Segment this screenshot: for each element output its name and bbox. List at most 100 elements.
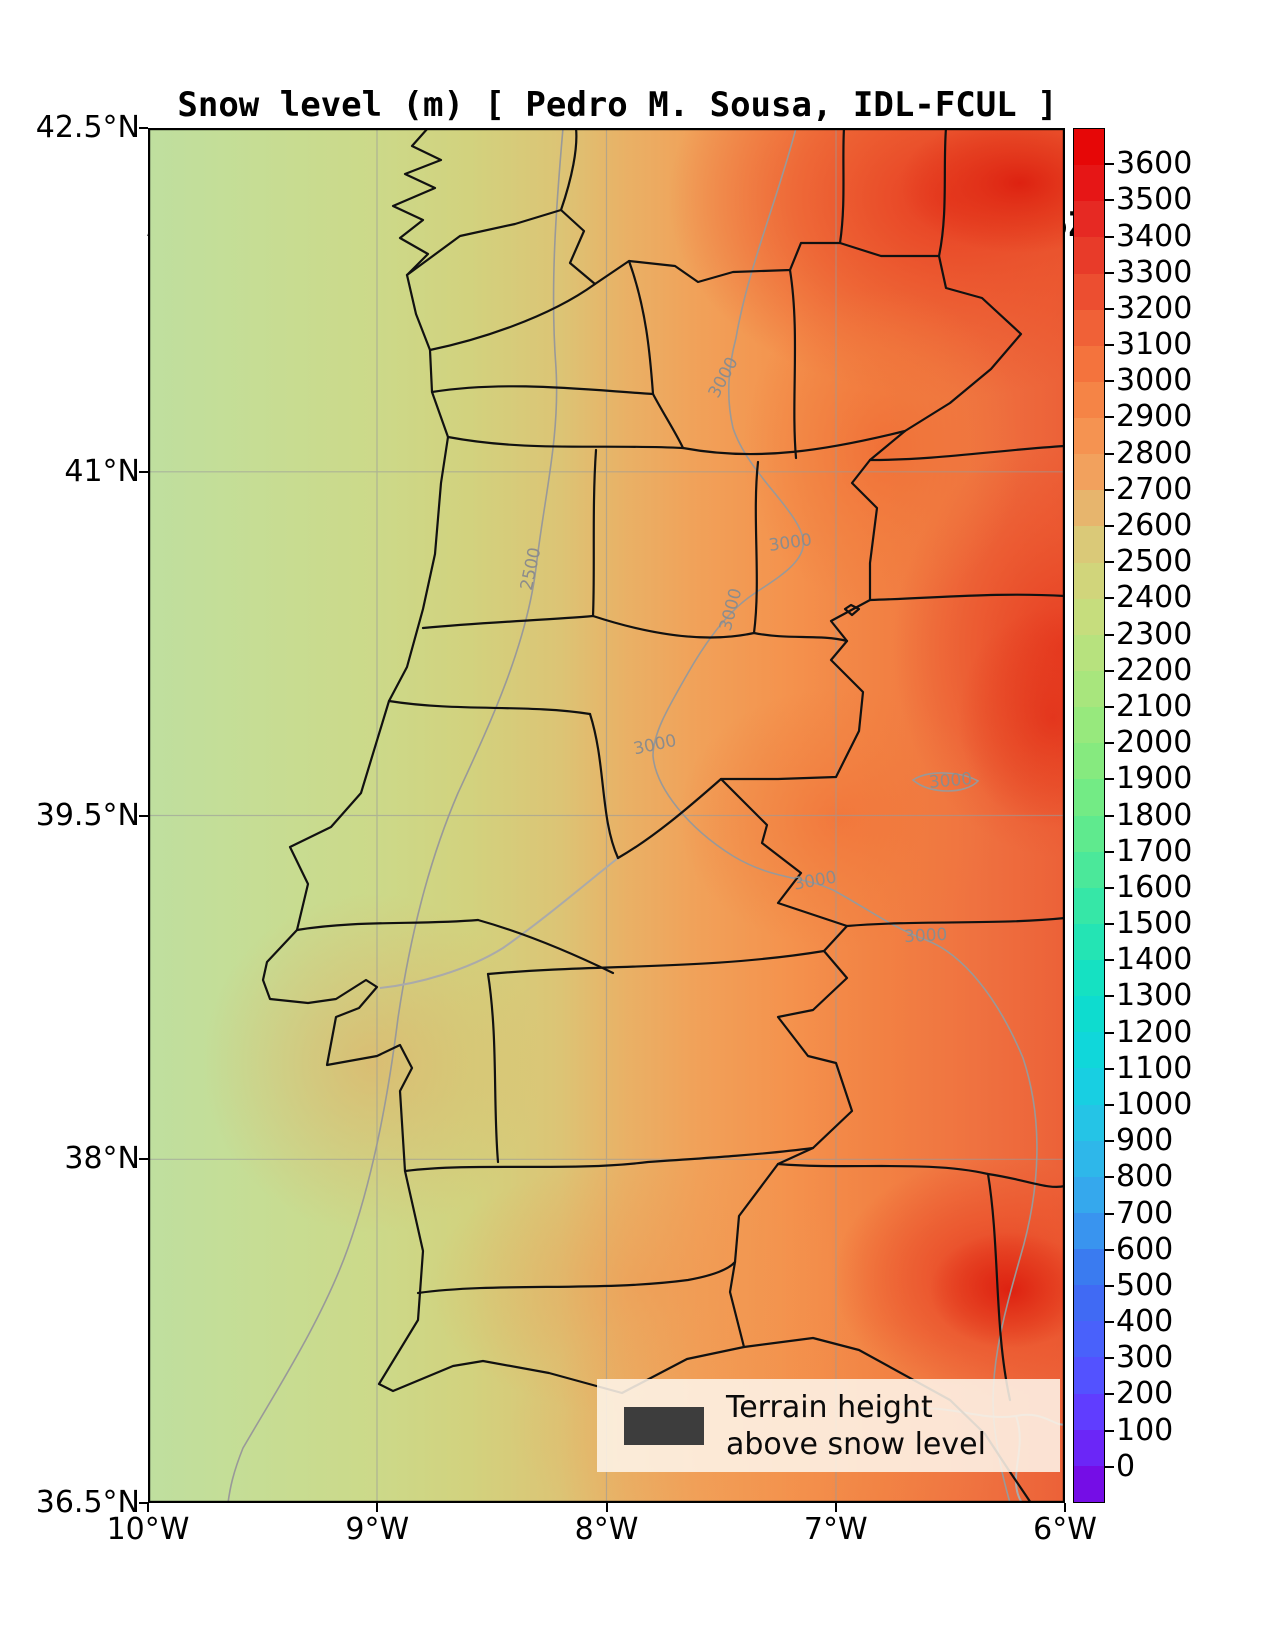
colorbar-tick (1105, 597, 1114, 600)
contour-lines (227, 128, 1038, 1503)
colorbar-cell (1074, 1429, 1104, 1466)
colorbar-label: 3600 (1116, 146, 1193, 182)
admin-boundaries (261, 128, 1065, 1503)
colorbar-tick (1105, 1429, 1114, 1432)
contour-label: 3000 (904, 925, 948, 947)
colorbar-label: 2000 (1116, 725, 1193, 761)
colorbar-tick (1105, 1103, 1114, 1106)
y-tick-label: 41°N (64, 453, 140, 489)
colorbar-label: 3500 (1116, 182, 1193, 218)
colorbar-tick (1105, 1067, 1114, 1070)
y-tick-label: 39.5°N (35, 797, 140, 833)
x-tick-label: 9°W (345, 1512, 410, 1547)
colorbar-cell (1074, 960, 1104, 997)
colorbar-tick (1105, 886, 1114, 889)
map-frame (148, 128, 1065, 1503)
colorbar-cell (1074, 634, 1104, 671)
colorbar-tick (1105, 669, 1114, 672)
y-tick-label: 36.5°N (35, 1485, 140, 1520)
colorbar-label: 800 (1116, 1159, 1174, 1195)
colorbar-cell (1074, 1140, 1104, 1177)
colorbar-label: 2400 (1116, 580, 1193, 616)
colorbar-tick (1105, 488, 1114, 491)
colorbar-cell (1074, 526, 1104, 563)
x-tick-label: 6°W (1033, 1512, 1097, 1547)
colorbar-tick (1105, 1357, 1114, 1360)
colorbar-cell (1074, 418, 1104, 455)
colorbar-cell (1074, 851, 1104, 888)
colorbar-cell (1074, 1176, 1104, 1213)
colorbar-label: 3400 (1116, 218, 1193, 254)
colorbar-cell (1074, 779, 1104, 816)
colorbar-tick (1105, 561, 1114, 564)
colorbar-tick (1105, 959, 1114, 962)
colorbar (1073, 128, 1105, 1503)
colorbar-tick (1105, 1248, 1114, 1251)
colorbar-cell (1074, 165, 1104, 202)
colorbar-cell (1074, 381, 1104, 419)
x-tick (376, 1503, 379, 1512)
colorbar-tick (1105, 452, 1114, 455)
colorbar-label: 3100 (1116, 327, 1193, 363)
colorbar-label: 100 (1116, 1412, 1174, 1448)
colorbar-cell (1074, 1465, 1104, 1502)
colorbar-label: 200 (1116, 1376, 1174, 1412)
colorbar-label: 300 (1116, 1340, 1174, 1376)
colorbar-cell (1074, 598, 1104, 635)
x-tick-label: 7°W (803, 1512, 868, 1547)
contour-label: 3000 (928, 769, 973, 793)
colorbar-cell (1074, 237, 1104, 274)
x-tick (834, 1503, 837, 1512)
colorbar-tick (1105, 1284, 1114, 1287)
colorbar-cell (1074, 1249, 1104, 1286)
colorbar-cell (1074, 1393, 1104, 1430)
colorbar-cell (1074, 670, 1104, 708)
x-tick-label: 8°W (574, 1512, 639, 1547)
colorbar-label: 1400 (1116, 942, 1193, 978)
colorbar-tick (1105, 1140, 1114, 1143)
colorbar-tick (1105, 850, 1114, 853)
legend-text: Terrain height above snow level (726, 1389, 986, 1463)
y-tick (139, 127, 148, 129)
colorbar-cell (1074, 562, 1104, 599)
colorbar-label: 3200 (1116, 290, 1193, 326)
colorbar-cell (1074, 996, 1104, 1033)
colorbar-cell (1074, 1285, 1104, 1322)
colorbar-cell (1074, 454, 1104, 491)
x-tick (605, 1503, 608, 1512)
colorbar-tick (1105, 923, 1114, 926)
colorbar-cell (1074, 345, 1104, 382)
colorbar-label: 1000 (1116, 1086, 1193, 1122)
colorbar-tick (1105, 1176, 1114, 1179)
colorbar-label: 3300 (1116, 254, 1193, 290)
colorbar-tick (1105, 1321, 1114, 1324)
colorbar-label: 2700 (1116, 471, 1193, 507)
colorbar-label: 1800 (1116, 797, 1193, 833)
colorbar-label: 2900 (1116, 399, 1193, 435)
x-tick-label: 10°W (106, 1512, 190, 1547)
colorbar-tick (1105, 814, 1114, 817)
legend: Terrain height above snow level (597, 1379, 1060, 1472)
colorbar-tick (1105, 199, 1114, 202)
colorbar-label: 1300 (1116, 978, 1193, 1014)
colorbar-tick (1105, 235, 1114, 238)
colorbar-tick (1105, 307, 1114, 310)
y-tick (139, 1158, 148, 1161)
colorbar-tick (1105, 1212, 1114, 1215)
y-tick-label: 42.5°N (35, 110, 140, 145)
colorbar-cell (1074, 1104, 1104, 1141)
colorbar-cell (1074, 1032, 1104, 1069)
colorbar-tick (1105, 778, 1114, 781)
colorbar-label: 3000 (1116, 363, 1193, 399)
colorbar-label: 2500 (1116, 544, 1193, 580)
colorbar-tick (1105, 1465, 1114, 1468)
colorbar-tick (1105, 416, 1114, 419)
colorbar-cell (1074, 309, 1104, 346)
legend-line1: Terrain height (726, 1389, 933, 1425)
colorbar-tick (1105, 380, 1114, 383)
colorbar-label: 2100 (1116, 688, 1193, 724)
legend-swatch (624, 1406, 704, 1445)
colorbar-label: 2200 (1116, 652, 1193, 688)
colorbar-label: 400 (1116, 1304, 1174, 1340)
